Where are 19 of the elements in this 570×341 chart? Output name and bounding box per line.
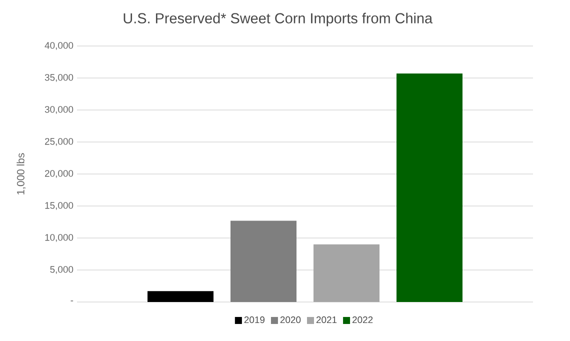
y-tick-label: 5,000 — [50, 266, 74, 274]
bar — [314, 244, 380, 302]
y-tick-label: 30,000 — [44, 106, 74, 114]
y-tick-label: 25,000 — [45, 138, 74, 146]
bar — [230, 220, 297, 302]
y-tick-label: 10,000 — [45, 234, 74, 242]
y-tick-label: 20,000 — [45, 170, 74, 178]
legend-label: 2021 — [316, 316, 337, 324]
bar — [148, 291, 214, 302]
legend-label: 2022 — [352, 316, 373, 324]
y-tick-label: - — [70, 300, 74, 302]
y-tick-label: 35,000 — [44, 74, 74, 82]
y-axis-title: 1,000 lbs — [16, 153, 26, 194]
y-tick-label: 15,000 — [45, 202, 74, 210]
legend-label: 2019 — [244, 316, 265, 324]
bar — [396, 74, 463, 302]
legend-label: 2020 — [280, 316, 301, 324]
chart-title: U.S. Preserved* Sweet Corn Imports from China — [124, 12, 433, 26]
y-tick-label: 40,000 — [44, 42, 74, 50]
